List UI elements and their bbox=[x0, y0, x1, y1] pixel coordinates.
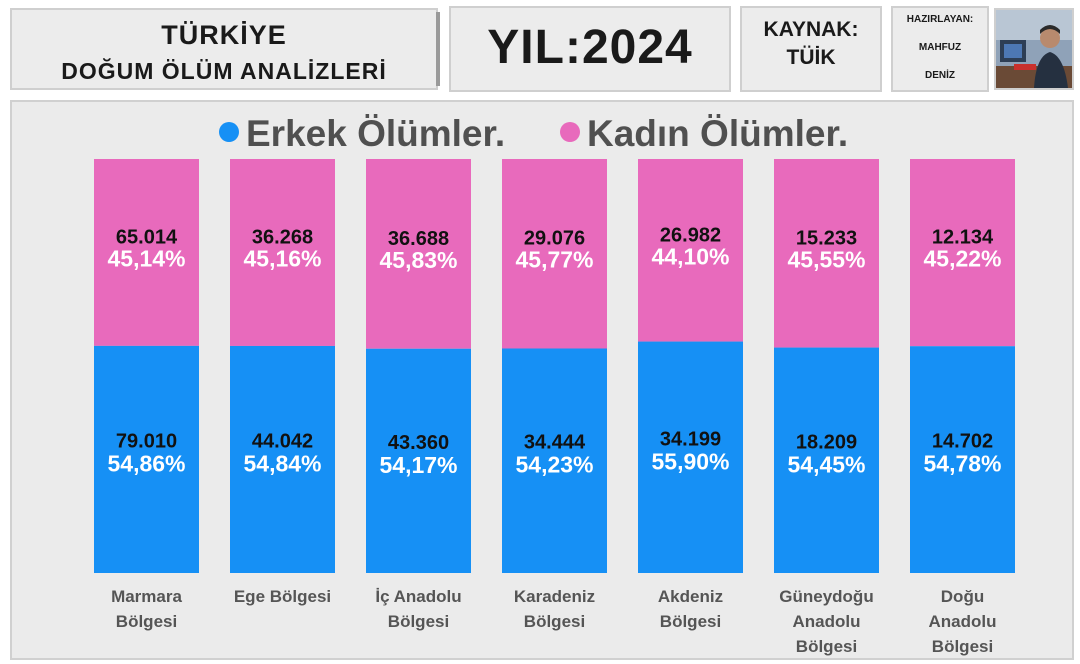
author-box: HAZIRLAYAN: MAHFUZ DENİZ bbox=[891, 6, 989, 92]
data-label-male-percent: 54,17% bbox=[379, 452, 457, 478]
data-label-female-count: 26.982 bbox=[660, 224, 721, 246]
title-divider bbox=[436, 12, 440, 86]
year-label: YIL:2024 bbox=[449, 6, 731, 92]
data-label-male-count: 79.010 bbox=[116, 430, 177, 452]
category-label-line: Ege Bölgesi bbox=[234, 587, 331, 606]
category-label: Güneydoğu Anadolu Bölgesi bbox=[779, 587, 873, 656]
data-label-male-count: 34.199 bbox=[660, 428, 721, 450]
title-line2: DOĞUM ÖLÜM ANALİZLERİ bbox=[61, 58, 387, 84]
data-label-male-percent: 54,84% bbox=[243, 450, 321, 476]
category-label-line: Bölgesi bbox=[388, 612, 449, 631]
category-label: Doğu Anadolu Bölgesi bbox=[929, 587, 997, 656]
bar-male bbox=[910, 346, 1015, 573]
category-label-line: Marmara bbox=[111, 587, 182, 606]
category-label: Ege Bölgesi bbox=[234, 587, 331, 606]
bar-female bbox=[774, 159, 879, 348]
author-first-name: MAHFUZ bbox=[918, 42, 962, 53]
category-label-line: Doğu bbox=[941, 587, 984, 606]
bar-female bbox=[230, 159, 335, 346]
data-label-female-count: 36.268 bbox=[252, 226, 313, 248]
bar-male bbox=[230, 345, 335, 573]
bar-male bbox=[774, 347, 879, 573]
data-label-female-count: 65.014 bbox=[116, 226, 178, 248]
data-label-male-percent: 54,23% bbox=[515, 452, 593, 478]
author-photo bbox=[994, 8, 1074, 90]
data-label-female-count: 12.134 bbox=[932, 227, 994, 249]
chart-panel: Erkek Ölümler. Kadın Ölümler. 65.014 45,14%… bbox=[10, 100, 1074, 660]
data-label-male-percent: 54,86% bbox=[107, 450, 185, 476]
data-label-male-percent: 55,90% bbox=[651, 448, 729, 474]
data-label-female-percent: 44,10% bbox=[651, 243, 729, 269]
bar-female bbox=[638, 159, 743, 342]
stacked-bar-chart: Erkek Ölümler. Kadın Ölümler. 65.01445,14%… bbox=[94, 113, 1015, 656]
bar-female bbox=[910, 159, 1015, 347]
category-label: Marmara Bölgesi bbox=[111, 587, 182, 631]
legend-label-male: Erkek Ölümler. bbox=[246, 113, 505, 154]
author-last-name: DENİZ bbox=[925, 70, 955, 81]
data-label-male-count: 18.209 bbox=[796, 431, 857, 453]
category-label-line: Bölgesi bbox=[660, 612, 721, 631]
bar-male bbox=[638, 341, 743, 573]
bar-male bbox=[94, 345, 199, 573]
category-label-line: Bölgesi bbox=[116, 612, 177, 631]
category-label-line: Anadolu bbox=[929, 612, 997, 631]
category-label: Akdeniz Bölgesi bbox=[658, 587, 723, 631]
bar-male bbox=[502, 348, 607, 573]
legend-marker-male bbox=[219, 122, 239, 142]
category-label: İç Anadolu Bölgesi bbox=[375, 587, 461, 631]
data-label-female-percent: 45,55% bbox=[787, 246, 865, 272]
data-label-female-percent: 45,77% bbox=[515, 247, 593, 273]
data-label-male-count: 34.444 bbox=[524, 432, 586, 454]
data-label-female-count: 36.688 bbox=[388, 228, 449, 250]
category-label-line: Anadolu bbox=[793, 612, 861, 631]
data-label-female-percent: 45,16% bbox=[243, 245, 321, 271]
title-line1: TÜRKİYE bbox=[161, 20, 287, 50]
source-value: TÜİK bbox=[786, 46, 836, 69]
category-label-line: Akdeniz bbox=[658, 587, 723, 606]
author-label: HAZIRLAYAN: bbox=[906, 14, 974, 25]
data-label-female-percent: 45,22% bbox=[923, 246, 1001, 272]
legend-marker-female bbox=[560, 122, 580, 142]
data-label-male-count: 14.702 bbox=[932, 431, 993, 453]
bar-female bbox=[502, 159, 607, 349]
source-box: KAYNAK: TÜİK bbox=[740, 6, 882, 92]
legend-label-female: Kadın Ölümler. bbox=[587, 113, 848, 154]
bar-female bbox=[366, 159, 471, 349]
data-label-male-percent: 54,78% bbox=[923, 451, 1001, 477]
data-label-female-percent: 45,83% bbox=[379, 247, 457, 273]
category-label-line: Karadeniz bbox=[514, 587, 595, 606]
data-label-female-percent: 45,14% bbox=[107, 245, 185, 271]
bar-male bbox=[366, 348, 471, 573]
title-box: TÜRKİYE DOĞUM ÖLÜM ANALİZLERİ bbox=[10, 8, 440, 90]
category-label-line: Bölgesi bbox=[796, 637, 857, 656]
data-label-male-percent: 54,45% bbox=[787, 451, 865, 477]
bar-female bbox=[94, 159, 199, 346]
data-label-female-count: 29.076 bbox=[524, 228, 585, 250]
data-label-female-count: 15.233 bbox=[796, 227, 857, 249]
category-label: Karadeniz Bölgesi bbox=[514, 587, 595, 631]
author-photo-image bbox=[996, 10, 1072, 88]
category-label-line: Bölgesi bbox=[524, 612, 585, 631]
category-label-line: Güneydoğu bbox=[779, 587, 873, 606]
category-label-line: Bölgesi bbox=[932, 637, 993, 656]
data-label-male-count: 43.360 bbox=[388, 432, 449, 454]
category-label-line: İç Anadolu bbox=[375, 587, 461, 606]
data-label-male-count: 44.042 bbox=[252, 430, 313, 452]
source-label: KAYNAK: bbox=[763, 18, 859, 41]
